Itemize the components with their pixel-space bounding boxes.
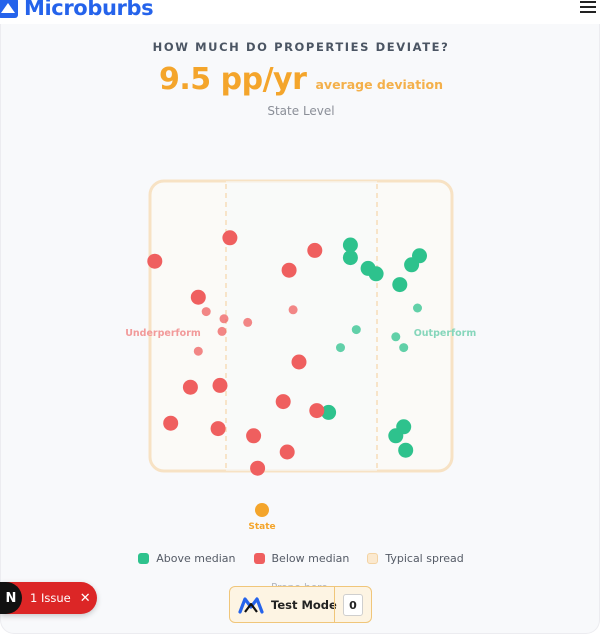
below-median-point-5 <box>201 307 211 317</box>
above-median-point-14 <box>398 442 414 458</box>
below-median-point-8 <box>217 326 227 336</box>
hamburger-menu-icon[interactable] <box>580 1 596 13</box>
state-marker-label: State <box>248 522 275 532</box>
above-median-point-11 <box>399 343 409 353</box>
below-median-point-4 <box>190 289 206 305</box>
below-median-point-0 <box>147 253 163 269</box>
below-median-point-14 <box>309 403 325 419</box>
close-icon[interactable]: ✕ <box>79 590 91 606</box>
typical-spread-band <box>226 181 377 471</box>
below-median-point-19 <box>212 377 228 393</box>
card-kicker: HOW MUCH DO PROPERTIES DEVIATE? <box>152 40 450 54</box>
microburbs-m-icon <box>238 596 264 614</box>
test-mode-count[interactable]: 0 <box>343 594 363 616</box>
below-median-point-6 <box>219 314 229 324</box>
headline: 9.5 pp/yr average deviation <box>1 62 600 97</box>
below-median-point-13 <box>275 394 291 410</box>
headline-label: average deviation <box>315 77 443 92</box>
legend-swatch-above <box>138 553 150 564</box>
test-mode-label: Test Mode <box>271 597 337 612</box>
above-median-point-15 <box>388 428 404 444</box>
above-median-point-6 <box>392 277 408 293</box>
below-median-point-1 <box>222 230 238 246</box>
above-median-point-5 <box>404 257 420 273</box>
above-median-point-12 <box>321 404 337 420</box>
x-label-left: Underperform <box>125 328 201 339</box>
below-median-point-2 <box>281 262 297 278</box>
chart-legend: Above median Below median Typical spread <box>1 552 600 565</box>
below-median-point-3 <box>307 242 323 258</box>
state-marker <box>255 503 269 517</box>
above-median-point-3 <box>368 266 384 282</box>
below-median-point-12 <box>163 415 179 431</box>
test-mode-divider <box>334 587 335 622</box>
points-layer <box>147 230 427 476</box>
legend-item-below: Below median <box>253 552 350 565</box>
above-median-point-1 <box>342 250 358 266</box>
test-mode-button[interactable]: Test Mode 0 <box>229 586 372 623</box>
below-median-point-18 <box>250 460 266 476</box>
legend-swatch-spread <box>367 553 379 564</box>
legend-label-above: Above median <box>156 552 236 565</box>
top-header: Microburbs <box>0 0 600 24</box>
brand-name: Microburbs <box>24 0 154 20</box>
below-median-point-17 <box>279 444 295 460</box>
above-median-point-9 <box>336 343 345 353</box>
issue-avatar: N <box>0 582 22 614</box>
below-median-point-7 <box>243 317 253 327</box>
legend-label-spread: Typical spread <box>385 552 464 565</box>
above-median-point-10 <box>391 332 401 342</box>
brand-logo[interactable]: Microburbs <box>0 0 154 20</box>
below-median-point-20 <box>182 379 198 395</box>
legend-label-below: Below median <box>271 552 350 565</box>
above-median-point-7 <box>413 303 422 313</box>
issue-badge-button[interactable]: N 1 Issue ✕ <box>0 582 97 614</box>
below-median-point-16 <box>246 428 262 444</box>
issue-label: 1 Issue <box>30 591 71 605</box>
legend-item-spread: Typical spread <box>367 552 464 565</box>
headline-value: 9.5 pp/yr <box>159 62 307 97</box>
below-median-point-9 <box>193 346 203 356</box>
level-label: State Level <box>267 104 335 118</box>
deviation-scatter-chart: Underperform Outperform State <box>125 179 477 532</box>
above-median-point-8 <box>351 325 361 335</box>
below-median-point-10 <box>288 305 298 315</box>
logo-icon <box>0 0 18 18</box>
legend-item-above: Above median <box>138 552 236 565</box>
x-label-right: Outperform <box>414 328 477 339</box>
legend-swatch-below <box>253 553 265 564</box>
above-median-point-0 <box>342 237 358 253</box>
deviation-card: HOW MUCH DO PROPERTIES DEVIATE? 9.5 pp/y… <box>0 24 600 634</box>
below-median-point-11 <box>291 354 307 370</box>
below-median-point-15 <box>210 421 226 437</box>
